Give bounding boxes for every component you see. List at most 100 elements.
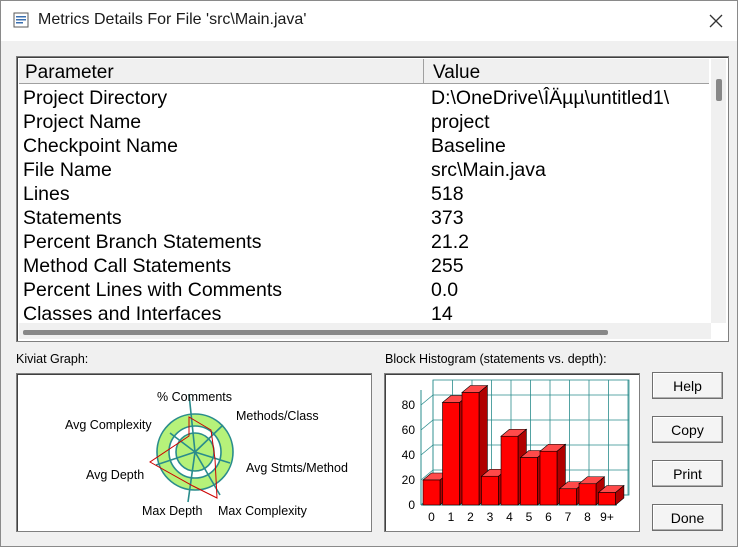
metrics-table: Parameter Value Project Directory D:\OneD… [16, 56, 729, 342]
parameter-cell: File Name [23, 159, 112, 181]
histogram-bar [578, 483, 597, 506]
kiviat-graph-panel: % Comments Methods/Class Avg Stmts/Method M… [16, 373, 372, 532]
histogram-x-tick-label: 2 [467, 510, 474, 524]
histogram-bar [559, 488, 577, 506]
table-body: Project Directory D:\OneDrive\ÎÄµµ\untitl… [17, 85, 709, 325]
table-row[interactable]: Percent Branch Statements 21.2 [17, 229, 709, 253]
value-cell: src\Main.java [431, 159, 546, 181]
kiviat-spoke [188, 393, 196, 453]
value-cell: D:\OneDrive\ÎÄµµ\untitled1\ [431, 87, 670, 109]
help-button[interactable]: Help [652, 372, 723, 399]
horizontal-scrollbar-thumb[interactable] [23, 330, 608, 335]
kiviat-axis-label: Avg Depth [86, 468, 144, 482]
table-row[interactable]: Method Call Statements 255 [17, 253, 709, 277]
histogram-side-gridline [420, 419, 434, 431]
histogram-y-tick-label: 0 [408, 498, 415, 512]
value-cell: 373 [431, 207, 464, 229]
parameter-cell: Percent Branch Statements [23, 231, 262, 253]
histogram-bar [500, 435, 519, 506]
kiviat-axis-label: Max Complexity [218, 504, 308, 518]
value-cell: Baseline [431, 135, 506, 157]
kiviat-metric-polygon [149, 416, 218, 499]
parameter-cell: Classes and Interfaces [23, 303, 222, 325]
kiviat-spoke [194, 451, 231, 464]
table-row[interactable]: Checkpoint Name Baseline [17, 133, 709, 157]
histogram-x-tick-label: 6 [545, 510, 552, 524]
histogram-bar [520, 457, 538, 506]
kiviat-spoke [194, 451, 221, 496]
table-row[interactable]: Percent Lines with Comments 0.0 [17, 277, 709, 301]
parameter-cell: Method Call Statements [23, 255, 232, 277]
histogram-x-tick-label: 0 [428, 510, 435, 524]
table-row[interactable]: Project Name project [17, 109, 709, 133]
histogram-bar [539, 450, 558, 506]
histogram-y-tick-label: 20 [402, 473, 416, 487]
value-cell: 0.0 [431, 279, 459, 301]
kiviat-spoke [169, 432, 196, 453]
table-row[interactable]: File Name src\Main.java [17, 157, 709, 181]
window-title: Metrics Details For File 'src\Main.java' [38, 11, 307, 28]
histogram-x-tick-label: 1 [448, 510, 455, 524]
histogram-x-tick-label: 7 [565, 510, 572, 524]
parameter-cell: Project Name [23, 111, 142, 133]
kiviat-axis-label: Avg Complexity [65, 418, 152, 432]
table-row[interactable]: Lines 518 [17, 181, 709, 205]
histogram-bar [598, 492, 616, 506]
value-cell: 255 [431, 255, 464, 277]
parameter-cell: Statements [23, 207, 122, 229]
table-row[interactable]: Statements 373 [17, 205, 709, 229]
kiviat-graph-label: Kiviat Graph: [16, 352, 89, 366]
horizontal-scrollbar[interactable] [19, 323, 711, 339]
value-cell: 518 [431, 183, 464, 205]
kiviat-spoke [194, 424, 224, 453]
vertical-scrollbar-thumb[interactable] [716, 79, 722, 101]
histogram-bar [481, 475, 499, 506]
column-header-parameter[interactable]: Parameter [19, 59, 424, 83]
close-button[interactable] [699, 7, 733, 35]
parameter-cell: Project Directory [23, 87, 168, 109]
histogram-label: Block Histogram (statements vs. depth): [385, 352, 607, 366]
kiviat-axis-label: % Comments [157, 390, 232, 404]
histogram-y-tick-label: 40 [402, 448, 416, 462]
table-row[interactable]: Classes and Interfaces 14 [17, 301, 709, 325]
value-cell: 21.2 [431, 231, 469, 253]
histogram-bar [461, 392, 480, 506]
histogram-x-tick-label: 4 [506, 510, 513, 524]
value-cell: 14 [431, 303, 453, 325]
histogram-side-gridline [420, 444, 434, 456]
histogram-x-tick-label: 8 [584, 510, 591, 524]
parameter-cell: Percent Lines with Comments [23, 279, 283, 301]
title-bar: Metrics Details For File 'src\Main.java' [1, 1, 737, 41]
table-row[interactable]: Project Directory D:\OneDrive\ÎÄµµ\untitl… [17, 85, 709, 109]
column-header-parameter-label: Parameter [25, 62, 114, 83]
close-icon [709, 14, 723, 28]
done-button[interactable]: Done [652, 504, 723, 531]
kiviat-axis-label: Avg Stmts/Method [246, 461, 348, 475]
column-header-value[interactable]: Value [433, 62, 481, 83]
histogram-side-gridline [420, 469, 434, 481]
histogram-bar [422, 479, 441, 506]
histogram-bar [442, 402, 460, 506]
histogram-panel: 0 20 40 60 80 0 1 2 3 4 5 6 7 8 9+ [384, 373, 640, 532]
vertical-scrollbar[interactable] [711, 59, 726, 323]
kiviat-spoke [155, 451, 196, 466]
parameter-cell: Lines [23, 183, 70, 205]
value-cell: project [431, 111, 490, 133]
histogram-y-tick-label: 60 [402, 423, 416, 437]
histogram-x-tick-label: 3 [487, 510, 494, 524]
table-header: Parameter Value [19, 59, 709, 84]
kiviat-axis-label: Max Depth [142, 504, 202, 518]
app-icon [13, 12, 29, 28]
histogram-x-tick-label: 5 [526, 510, 533, 524]
histogram-x-tick-label: 9+ [600, 510, 614, 524]
histogram-y-tick-label: 80 [402, 398, 416, 412]
kiviat-spoke [187, 451, 196, 503]
parameter-cell: Checkpoint Name [23, 135, 178, 157]
kiviat-axis-label: Methods/Class [236, 409, 319, 423]
print-button[interactable]: Print [652, 460, 723, 487]
kiviat-graph: % Comments Methods/Class Avg Stmts/Method M… [65, 390, 348, 518]
histogram-side-gridline [420, 394, 434, 406]
copy-button[interactable]: Copy [652, 416, 723, 443]
